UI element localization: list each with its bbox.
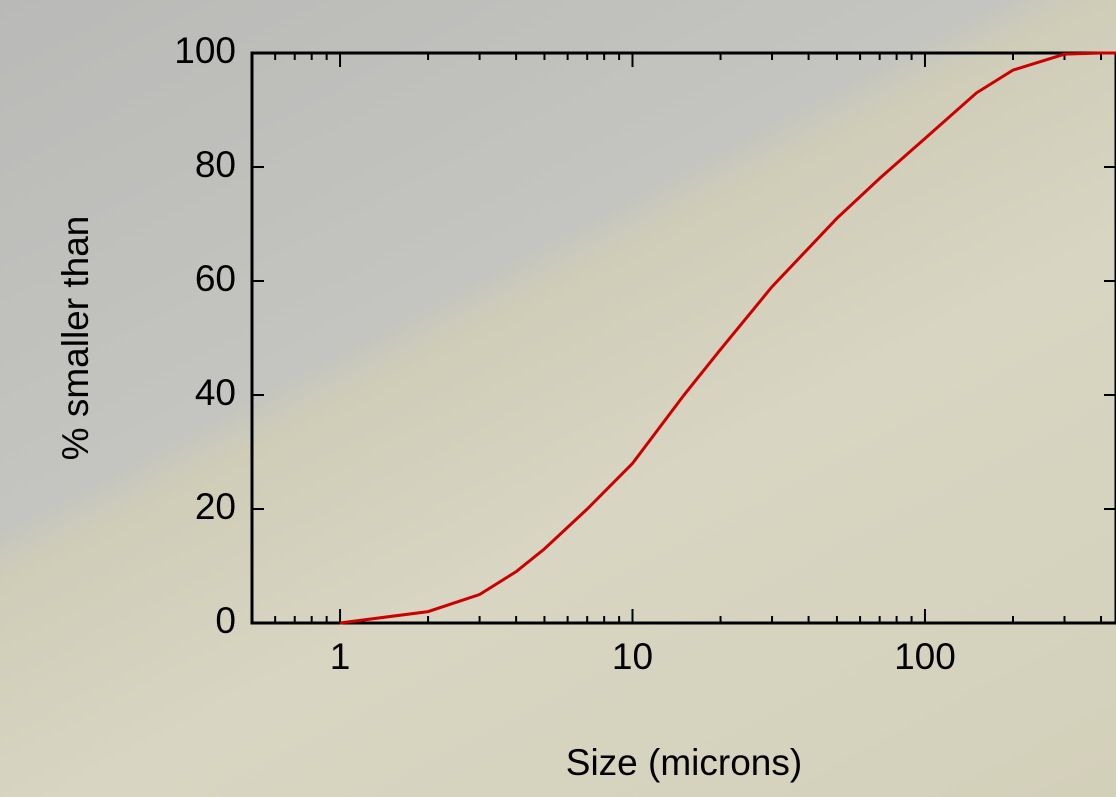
x-tick-label: 1 xyxy=(330,636,351,677)
y-tick-label: 80 xyxy=(195,144,236,185)
y-axis-label: % smaller than xyxy=(55,216,96,461)
x-axis-label: Size (microns) xyxy=(566,742,802,783)
plot-frame xyxy=(250,51,1116,625)
x-tick-label: 100 xyxy=(894,636,956,677)
y-tick-label: 0 xyxy=(215,600,236,641)
x-tick-label: 10 xyxy=(612,636,653,677)
y-tick-label: 100 xyxy=(174,30,236,71)
data-line xyxy=(339,51,1116,625)
y-tick-label: 20 xyxy=(195,486,236,527)
y-tick-label: 40 xyxy=(195,372,236,413)
y-tick-label: 60 xyxy=(195,258,236,299)
